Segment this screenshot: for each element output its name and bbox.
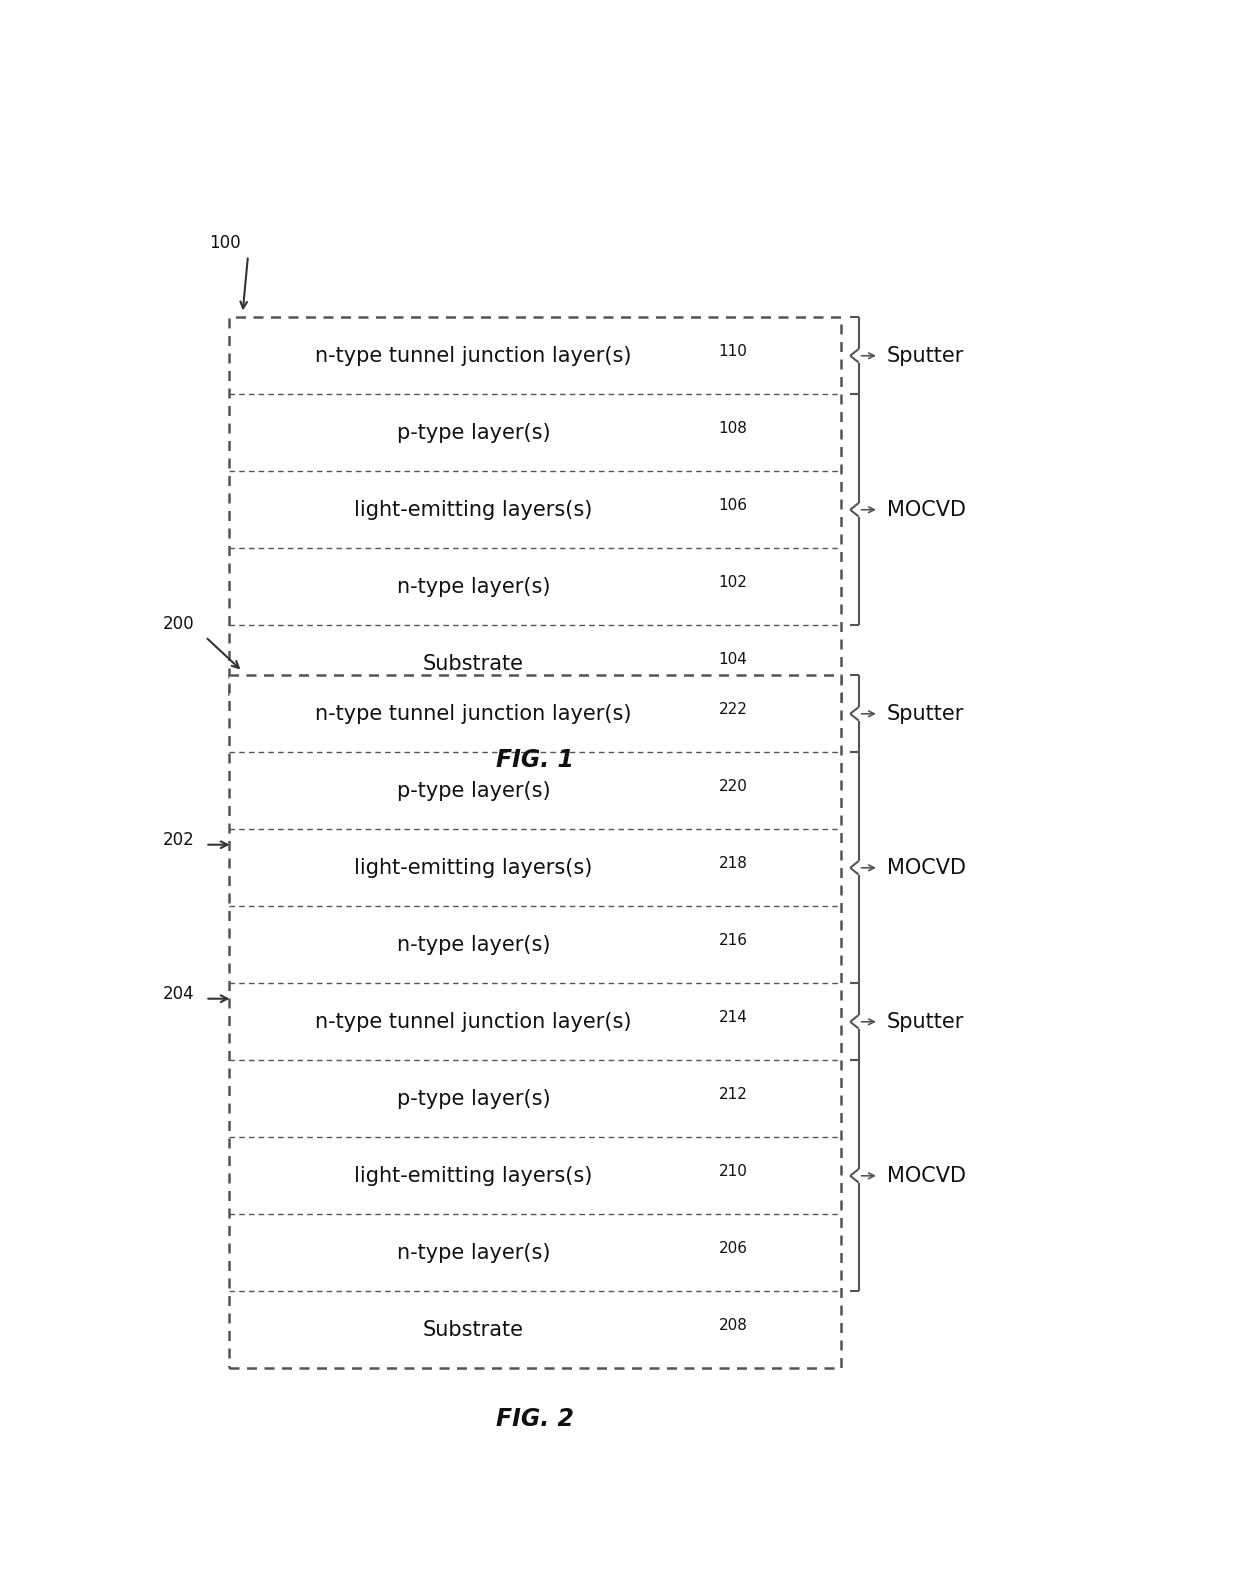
Text: 102: 102 [718,575,748,590]
Text: light-emitting layers(s): light-emitting layers(s) [355,1167,593,1186]
Text: MOCVD: MOCVD [887,499,966,520]
Text: n-type tunnel junction layer(s): n-type tunnel junction layer(s) [315,704,631,724]
Text: p-type layer(s): p-type layer(s) [397,1089,551,1109]
Text: 200: 200 [162,615,195,632]
Text: 206: 206 [718,1241,748,1255]
Text: 216: 216 [718,932,748,948]
Text: 108: 108 [718,420,748,436]
Text: n-type tunnel junction layer(s): n-type tunnel junction layer(s) [315,346,631,366]
Text: 220: 220 [718,778,748,794]
Text: 104: 104 [718,651,748,667]
Text: 222: 222 [718,702,748,716]
Text: 110: 110 [718,344,748,358]
Bar [228,675,841,1368]
Text: MOCVD: MOCVD [887,1167,966,1186]
Text: 214: 214 [718,1010,748,1024]
Text: FIG. 2: FIG. 2 [496,1407,574,1431]
Text: Sputter: Sputter [887,346,963,366]
Text: n-type layer(s): n-type layer(s) [397,577,551,596]
Text: 100: 100 [210,235,241,252]
Text: 210: 210 [718,1163,748,1179]
Bar [228,317,841,702]
Text: Sputter: Sputter [887,1011,963,1032]
Text: p-type layer(s): p-type layer(s) [397,423,551,442]
Text: 202: 202 [162,831,195,848]
Text: Sputter: Sputter [887,704,963,724]
Text: light-emitting layers(s): light-emitting layers(s) [355,857,593,878]
Text: 218: 218 [718,856,748,870]
Text: 106: 106 [718,498,748,512]
Text: p-type layer(s): p-type layer(s) [397,781,551,800]
Text: FIG. 1: FIG. 1 [496,748,574,772]
Text: Substrate: Substrate [423,653,525,674]
Text: 212: 212 [718,1087,748,1102]
Text: light-emitting layers(s): light-emitting layers(s) [355,499,593,520]
Text: n-type layer(s): n-type layer(s) [397,935,551,954]
Text: MOCVD: MOCVD [887,857,966,878]
Text: 204: 204 [162,984,195,1003]
Text: Substrate: Substrate [423,1320,525,1339]
Text: 208: 208 [718,1317,748,1333]
Text: n-type tunnel junction layer(s): n-type tunnel junction layer(s) [315,1011,631,1032]
Text: n-type layer(s): n-type layer(s) [397,1243,551,1263]
